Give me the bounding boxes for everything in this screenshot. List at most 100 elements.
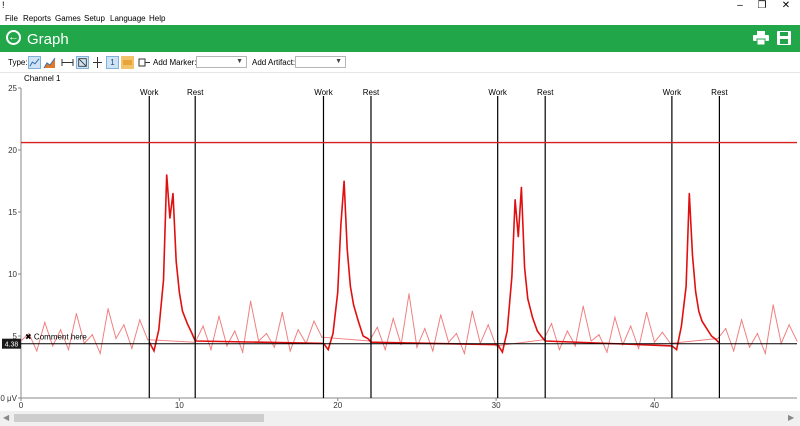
data-point [558, 349, 561, 351]
data-point [598, 334, 600, 336]
data-point [691, 254, 694, 256]
zoom-fit-icon[interactable] [76, 56, 89, 69]
marker-label: Work [140, 88, 160, 97]
chart-markers: Work Rest Work Rest Work Rest Work Rest [140, 88, 728, 398]
data-point [400, 344, 402, 346]
data-point [695, 290, 697, 292]
menu-setup[interactable]: Setup [84, 14, 105, 23]
data-point [107, 308, 109, 310]
minimize-button[interactable]: – [737, 0, 743, 11]
data-point [321, 336, 323, 338]
data-point [455, 332, 458, 335]
close-button[interactable]: ✕ [781, 0, 791, 11]
data-point [524, 267, 526, 269]
data-point [487, 324, 489, 326]
menu-reports[interactable]: Reports [23, 14, 52, 23]
back-arrow-icon[interactable]: ← [6, 30, 21, 45]
data-point [346, 248, 348, 250]
chart-series [20, 174, 798, 356]
line-chart-type-icon[interactable] [28, 56, 41, 69]
area-chart-type-icon[interactable] [43, 56, 56, 69]
highlight-icon[interactable] [121, 56, 134, 69]
data-point [257, 340, 260, 342]
data-point [495, 345, 497, 347]
data-point [313, 320, 315, 322]
data-point [645, 311, 648, 314]
fit-width-icon[interactable] [61, 56, 74, 69]
x-tick-label: 40 [650, 401, 659, 410]
data-point [367, 337, 369, 340]
data-point [566, 330, 568, 332]
data-point [281, 311, 283, 314]
scroll-left-icon[interactable]: ◀ [3, 413, 10, 422]
x-tick-label: 10 [175, 401, 184, 410]
data-point [582, 305, 584, 307]
baseline-value-label: 4.38 [5, 342, 19, 349]
data-point [630, 325, 632, 327]
graph-toolbar: Type: 1 Add Marker: ▼ Add Artifact: ▼ [0, 53, 800, 73]
data-point [59, 329, 62, 331]
marker-label: Work [314, 88, 334, 97]
data-point [463, 352, 466, 354]
data-point [384, 349, 386, 351]
data-point [536, 330, 538, 332]
marker-label: Work [663, 88, 683, 97]
data-point [676, 349, 678, 351]
data-point [202, 325, 204, 327]
type-label: Type: [8, 58, 28, 67]
app-icon: ! [2, 0, 5, 10]
channel-label: Channel 1 [24, 74, 61, 83]
add-marker-label: Add Marker: [153, 58, 197, 67]
data-point [717, 337, 719, 340]
zoom-vertical-icon[interactable] [91, 56, 104, 69]
data-point [447, 341, 450, 343]
data-point [511, 275, 513, 278]
marker-tool-icon[interactable] [138, 56, 151, 69]
data-point [147, 339, 149, 341]
marker-label: Rest [363, 88, 380, 97]
data-point [44, 321, 46, 323]
printer-icon[interactable] [753, 31, 769, 45]
menu-help[interactable]: Help [149, 14, 166, 23]
data-point [340, 223, 342, 225]
data-point [162, 279, 165, 281]
data-point [186, 323, 188, 325]
title-bar: ! – ❐ ✕ [0, 0, 800, 13]
data-point [139, 319, 141, 321]
data-point [158, 329, 160, 331]
data-point [764, 352, 766, 354]
maximize-button[interactable]: ❐ [757, 0, 767, 11]
save-icon[interactable] [776, 31, 792, 45]
zoom-level-badge[interactable]: 1 [106, 56, 119, 69]
data-point [506, 330, 508, 332]
marker-label: Rest [711, 88, 728, 97]
data-point [606, 351, 608, 353]
data-point [527, 298, 529, 300]
series-line-0 [20, 293, 798, 356]
data-point [191, 332, 193, 335]
add-artifact-dropdown[interactable]: ▼ [295, 56, 346, 68]
data-point [242, 351, 244, 353]
menu-file[interactable]: File [5, 14, 18, 23]
menu-games[interactable]: Games [55, 14, 81, 23]
data-point [153, 350, 155, 352]
data-point [471, 310, 473, 312]
data-point [653, 341, 656, 343]
menu-language[interactable]: Language [110, 14, 146, 23]
data-point [226, 345, 228, 347]
data-point [349, 285, 352, 287]
data-point [698, 310, 700, 312]
series-line-1 [148, 174, 721, 355]
data-point [376, 326, 378, 328]
data-point [327, 349, 329, 351]
data-point [614, 316, 616, 318]
marker-label: Rest [537, 88, 554, 97]
horizontal-scrollbar[interactable]: ◀ ▶ [0, 411, 800, 426]
baseline-badge [2, 338, 21, 349]
data-point [574, 345, 576, 347]
scrollbar-thumb[interactable] [14, 414, 264, 422]
add-marker-dropdown[interactable]: ▼ [196, 56, 247, 68]
data-point [416, 346, 418, 348]
scroll-right-icon[interactable]: ▶ [788, 413, 795, 422]
